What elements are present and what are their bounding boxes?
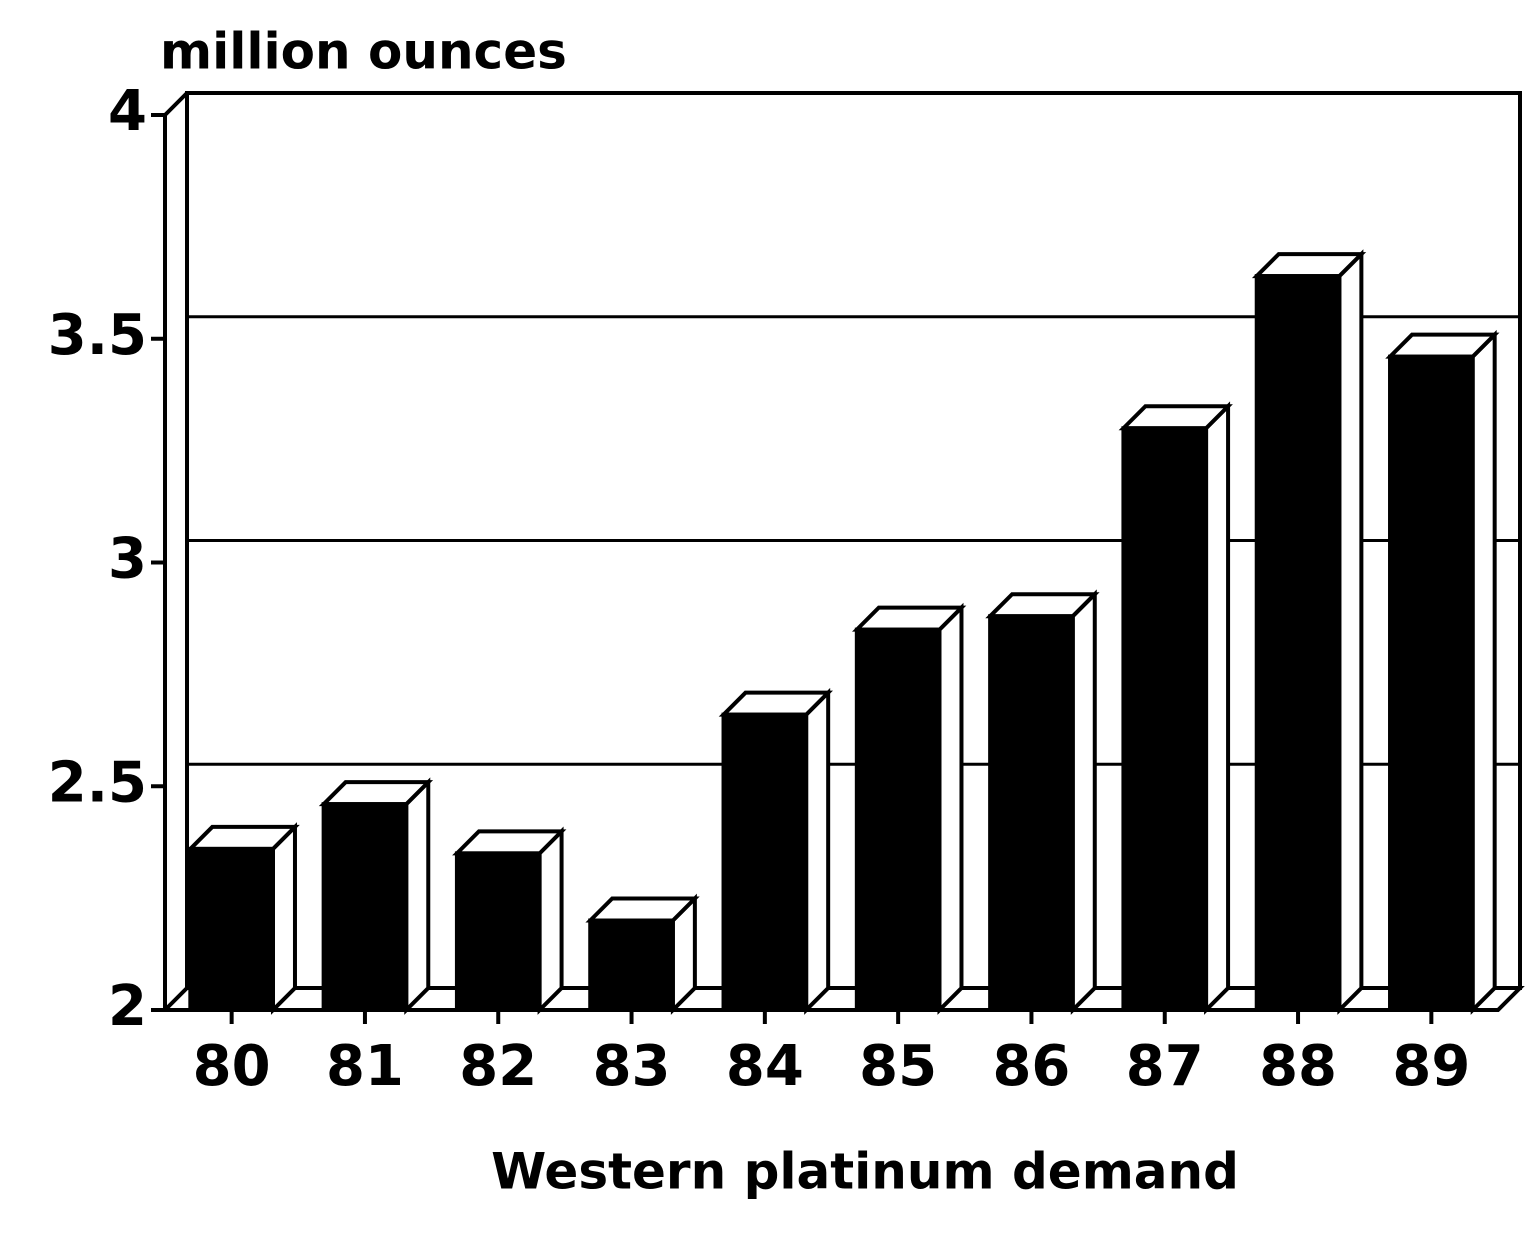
y-axis-depth [163,91,189,117]
bar-side [1204,401,1231,1015]
y-tick-label: 3 [108,527,147,592]
bar-side [937,602,964,1015]
bar [988,614,1075,1012]
x-tick-label: 85 [859,1034,937,1099]
bar-side [1337,249,1364,1015]
bar [721,712,809,1013]
y-tick-label: 2 [108,974,147,1039]
x-tick-label: 87 [1126,1034,1204,1099]
x-tick-label: 84 [726,1034,804,1099]
bar [1254,274,1342,1013]
bar-side [1070,589,1097,1015]
bar-side [404,777,431,1015]
bar [588,918,675,1012]
x-tick-label: 82 [459,1034,537,1099]
x-tick-label: 83 [593,1034,671,1099]
bar [854,627,942,1012]
bar-side [1470,329,1497,1015]
y-tick-label: 3.5 [48,303,147,368]
x-tick-label: 80 [193,1034,271,1099]
bar [188,846,275,1013]
x-tick-label: 88 [1259,1034,1337,1099]
x-tick-label: 89 [1392,1034,1470,1099]
bar [1121,426,1209,1012]
x-tick-label: 81 [326,1034,404,1099]
bar-side [804,687,831,1015]
y-tick-label: 4 [108,79,147,144]
bar [454,851,542,1012]
bar-side [537,826,564,1015]
y-axis-label: million ounces [160,23,567,81]
x-axis-label: Western platinum demand [491,1143,1239,1201]
bar-side [270,822,297,1015]
y-tick-label: 2.5 [48,750,147,815]
bar [321,802,409,1013]
x-tick-label: 86 [992,1034,1070,1099]
bar [1388,354,1475,1012]
